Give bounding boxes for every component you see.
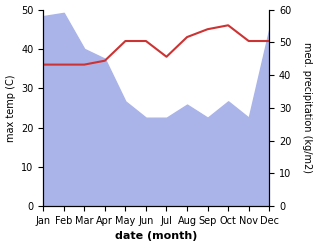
Y-axis label: med. precipitation (kg/m2): med. precipitation (kg/m2) [302, 42, 313, 173]
X-axis label: date (month): date (month) [115, 231, 197, 242]
Y-axis label: max temp (C): max temp (C) [5, 74, 16, 142]
